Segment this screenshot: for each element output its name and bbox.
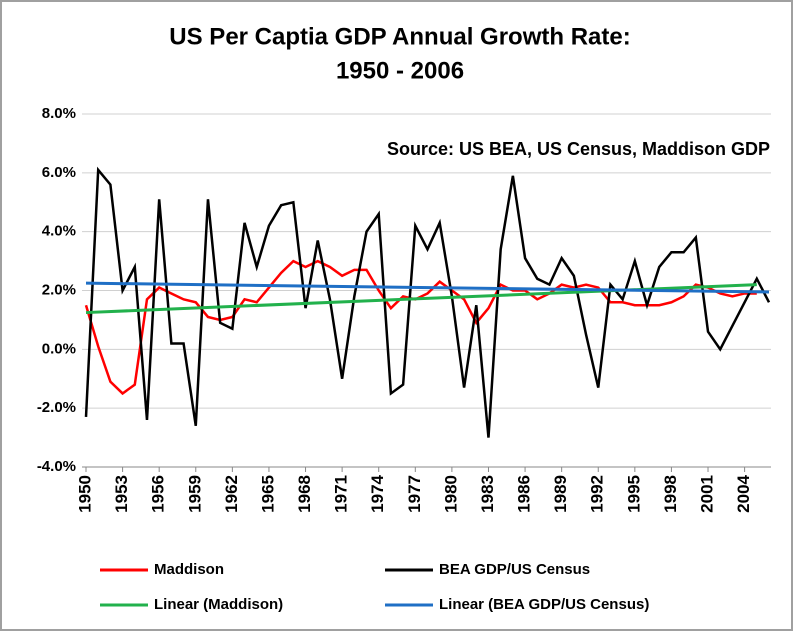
- x-tick-label: 1992: [588, 475, 607, 513]
- series-line: [84, 259, 757, 396]
- chart-title: US Per Captia GDP Annual Growth Rate:: [169, 23, 630, 50]
- x-tick-label: 1995: [624, 475, 643, 513]
- series-line: [84, 166, 771, 438]
- chart-title: 1950 - 2006: [336, 57, 464, 84]
- x-tick-label: 1956: [149, 475, 168, 513]
- x-tick-label: 1986: [515, 475, 534, 513]
- y-tick-label: 2.0%: [42, 281, 76, 298]
- x-tick-label: 2001: [698, 475, 717, 513]
- x-tick-label: 1977: [405, 475, 424, 513]
- x-tick-label: 1953: [112, 475, 131, 513]
- y-tick-label: 0.0%: [42, 340, 76, 357]
- x-tick-label: 1962: [222, 475, 241, 513]
- y-tick-label: -2.0%: [37, 399, 76, 416]
- series-line: [85, 281, 770, 294]
- y-tick-label: 6.0%: [42, 164, 76, 181]
- x-tick-label: 1989: [551, 475, 570, 513]
- y-tick-label: 8.0%: [42, 105, 76, 122]
- x-tick-label: 1968: [295, 475, 314, 513]
- x-tick-label: 1980: [441, 475, 460, 513]
- legend-label: Linear (BEA GDP/US Census): [439, 596, 649, 613]
- x-tick-label: 1959: [185, 475, 204, 513]
- legend-label: Maddison: [154, 561, 224, 578]
- legend-label: Linear (Maddison): [154, 596, 283, 613]
- x-tick-label: 1971: [332, 475, 351, 513]
- legend-label: BEA GDP/US Census: [439, 561, 590, 578]
- x-tick-label: 1983: [478, 475, 497, 513]
- x-tick-label: 1974: [368, 474, 387, 512]
- x-tick-label: 1950: [75, 475, 94, 513]
- x-tick-label: 1965: [258, 475, 277, 513]
- y-tick-label: -4.0%: [37, 458, 76, 475]
- y-tick-label: 4.0%: [42, 223, 76, 240]
- x-tick-label: 2004: [734, 474, 753, 512]
- x-tick-label: 1998: [661, 475, 680, 513]
- annotation: Source: US BEA, US Census, Maddison GDP: [387, 139, 770, 159]
